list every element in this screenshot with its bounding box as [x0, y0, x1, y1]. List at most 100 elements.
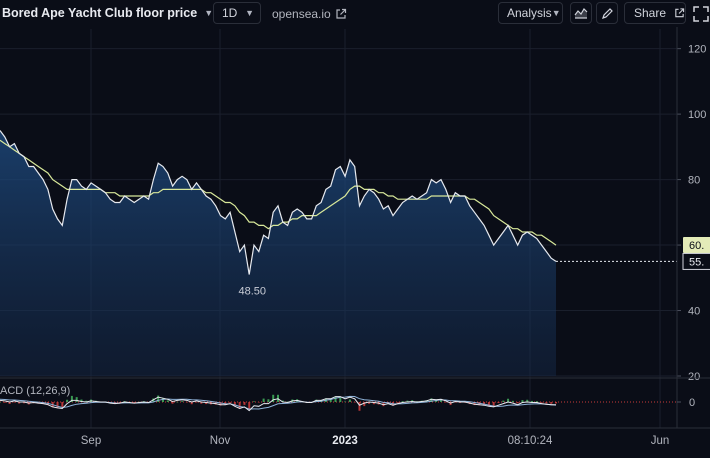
macd-histogram-bar	[219, 402, 222, 406]
macd-label: ACD (12,26,9)	[0, 385, 70, 397]
macd-histogram-bar	[473, 402, 476, 406]
plot-area: 48.50	[0, 130, 677, 376]
macd-histogram-bar	[200, 402, 203, 404]
macd-histogram-bar	[444, 402, 447, 403]
draw-button[interactable]	[596, 2, 618, 24]
macd-histogram-bar	[507, 398, 510, 402]
macd-histogram-bar	[358, 402, 361, 411]
moving-average-price-label: 60.	[689, 240, 704, 252]
fullscreen-icon[interactable]	[692, 5, 710, 23]
chevron-down-icon: ▼	[245, 8, 254, 18]
macd-histogram-bar	[363, 402, 366, 407]
macd-histogram-bar	[406, 400, 409, 402]
macd-histogram-bar	[535, 401, 538, 402]
macd-histogram-bar	[185, 402, 188, 403]
chevron-down-icon: ▼	[204, 8, 214, 18]
macd-histogram-bar	[176, 401, 179, 403]
macd-histogram-bar	[334, 396, 337, 402]
chart-indicators-icon	[574, 8, 588, 19]
price-chart[interactable]: 48.50 ACD (12,26,9) 12010080604020SepNov…	[0, 27, 710, 458]
macd-y-tick-label: 0	[689, 397, 695, 409]
macd-histogram-bar	[344, 401, 347, 403]
macd-histogram-bar	[118, 402, 121, 403]
macd-histogram-bar	[454, 402, 457, 403]
price-line	[0, 130, 557, 275]
macd-histogram-bar	[401, 401, 404, 402]
symbol-title: Bored Ape Yacht Club floor price	[2, 6, 198, 20]
macd-histogram-bar	[18, 402, 21, 404]
x-tick-label: 08:10:24	[508, 435, 553, 447]
macd-histogram-bar	[229, 402, 232, 403]
macd-histogram-bar	[511, 400, 514, 402]
macd-histogram-bar	[161, 398, 164, 402]
external-link-icon	[675, 8, 685, 18]
macd-histogram-bar	[257, 402, 260, 403]
macd-histogram-bar	[526, 399, 529, 402]
macd-histogram-bar	[281, 400, 284, 402]
macd-histogram-bar	[13, 402, 16, 403]
interval-select[interactable]: 1D ▼	[213, 2, 261, 24]
macd-histogram-bar	[396, 402, 399, 403]
macd-histogram-bar	[272, 394, 275, 402]
macd-histogram-bar	[492, 402, 495, 406]
macd-histogram-bar	[238, 402, 241, 409]
axes: 12010080604020SepNov202308:10:24Jun60.55…	[0, 27, 710, 447]
x-tick-label: Nov	[210, 435, 231, 447]
macd-histogram-bar	[487, 402, 490, 407]
analysis-label: Analysis	[507, 6, 552, 20]
x-tick-label: 2023	[332, 435, 358, 447]
pencil-icon	[601, 7, 613, 19]
source-link[interactable]: opensea.io	[272, 0, 347, 27]
y-tick-label: 120	[688, 44, 706, 56]
macd-histogram-bar	[205, 402, 208, 405]
macd-histogram-bar	[190, 402, 193, 405]
macd-histogram-bar	[195, 402, 198, 403]
macd-pane: ACD (12,26,9)	[0, 385, 677, 412]
interval-value: 1D	[222, 6, 238, 20]
macd-histogram-bar	[521, 400, 524, 402]
macd-histogram-bar	[262, 398, 265, 402]
min-price-annotation: 48.50	[238, 286, 266, 298]
chevron-down-icon: ▼	[551, 8, 561, 18]
macd-histogram-bar	[531, 400, 534, 402]
macd-histogram-bar	[133, 402, 136, 403]
macd-histogram-bar	[286, 401, 289, 403]
macd-histogram-bar	[516, 402, 519, 404]
macd-histogram-bar	[85, 400, 88, 402]
source-link-label: opensea.io	[272, 6, 331, 21]
macd-histogram-bar	[430, 398, 433, 402]
macd-histogram-bar	[66, 399, 69, 402]
macd-histogram-bar	[502, 400, 505, 402]
macd-histogram-bar	[348, 399, 351, 402]
macd-histogram-bar	[372, 402, 375, 405]
macd-histogram-bar	[248, 402, 251, 410]
macd-histogram-bar	[497, 402, 500, 404]
macd-histogram-bar	[3, 402, 6, 403]
macd-histogram-bar	[368, 402, 371, 404]
share-button[interactable]: Share	[624, 2, 686, 24]
macd-histogram-bar	[550, 402, 553, 404]
macd-histogram-bar	[166, 400, 169, 402]
last-price-label: 55.	[689, 256, 704, 268]
macd-line	[0, 396, 556, 412]
macd-histogram-bar	[22, 402, 25, 404]
indicators-button[interactable]	[570, 2, 592, 24]
macd-histogram-bar	[56, 402, 59, 408]
macd-histogram-bar	[339, 397, 342, 402]
macd-histogram-bar	[243, 402, 246, 405]
macd-histogram-bar	[171, 402, 174, 404]
analysis-dropdown[interactable]: Analysis ▼	[498, 2, 563, 24]
external-link-icon	[336, 8, 346, 19]
macd-histogram-bar	[353, 402, 356, 403]
x-tick-label: Jun	[651, 435, 670, 447]
y-tick-label: 80	[688, 175, 700, 187]
macd-histogram-bar	[267, 399, 270, 402]
moving-average-price-tag	[683, 237, 710, 254]
macd-histogram-bar	[70, 395, 73, 402]
toolbar: Bored Ape Yacht Club floor price ▼ 1D ▼ …	[0, 0, 710, 27]
y-tick-label: 20	[688, 371, 700, 383]
macd-histogram-bar	[75, 397, 78, 402]
macd-histogram-bar	[157, 395, 160, 402]
symbol-title-button[interactable]: Bored Ape Yacht Club floor price ▼	[0, 0, 213, 27]
macd-histogram-bar	[555, 402, 557, 404]
